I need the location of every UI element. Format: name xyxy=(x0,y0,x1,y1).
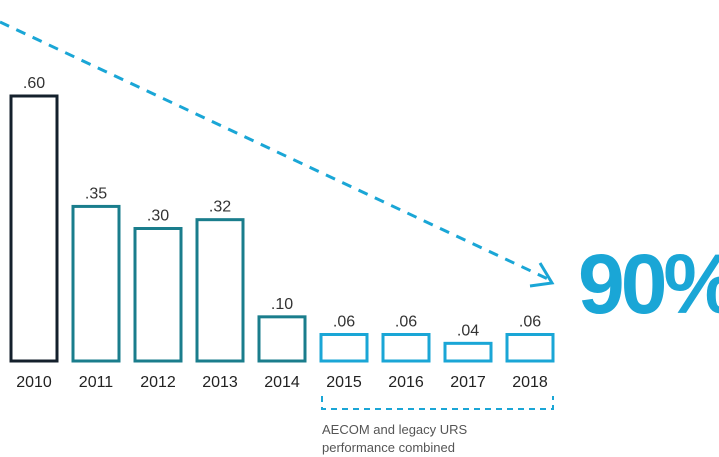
x-tick-label-2015: 2015 xyxy=(326,374,362,391)
value-label-2018: .06 xyxy=(519,314,541,331)
value-label-2011: .35 xyxy=(85,185,107,202)
bars-group xyxy=(9,94,555,363)
x-tick-label-2018: 2018 xyxy=(512,374,548,391)
x-tick-label-2017: 2017 xyxy=(450,374,486,391)
trend-line xyxy=(0,20,549,281)
bracket-note-line-2: performance combined xyxy=(322,440,455,455)
x-tick-label-2010: 2010 xyxy=(16,374,52,391)
bar-2014 xyxy=(257,315,307,363)
bar-2012 xyxy=(133,227,183,363)
value-label-2012: .30 xyxy=(147,208,169,225)
bar-2010 xyxy=(9,94,59,363)
bar-2017 xyxy=(443,341,493,363)
bar-2013 xyxy=(195,218,245,363)
value-labels-group: .60 .35 .30 .32 .10 .06 .06 .04 .06 xyxy=(23,75,541,339)
bracket-note-line-1: AECOM and legacy URS xyxy=(322,422,468,437)
value-label-2016: .06 xyxy=(395,314,417,331)
value-label-2015: .06 xyxy=(333,314,355,331)
value-label-2017: .04 xyxy=(457,322,479,339)
value-label-2013: .32 xyxy=(209,199,231,216)
bar-2011 xyxy=(71,204,121,363)
value-label-2010: .60 xyxy=(23,75,45,92)
x-tick-label-2014: 2014 xyxy=(264,374,300,391)
bar-2018 xyxy=(505,333,555,363)
headline-percentage: 90% xyxy=(578,237,719,331)
x-tick-labels-group: 2010 2011 2012 2013 2014 2015 2016 2017 2018 xyxy=(16,374,548,391)
trend-arrowhead-icon xyxy=(529,262,555,288)
bar-2016 xyxy=(381,333,431,363)
x-tick-label-2011: 2011 xyxy=(79,374,114,391)
trend-arrow xyxy=(0,20,555,288)
bracket-2015-2018 xyxy=(321,396,554,410)
x-tick-label-2012: 2012 xyxy=(140,374,176,391)
bar-2015 xyxy=(319,333,369,363)
x-tick-label-2013: 2013 xyxy=(202,374,238,391)
x-tick-label-2016: 2016 xyxy=(388,374,424,391)
value-label-2014: .10 xyxy=(271,296,293,313)
